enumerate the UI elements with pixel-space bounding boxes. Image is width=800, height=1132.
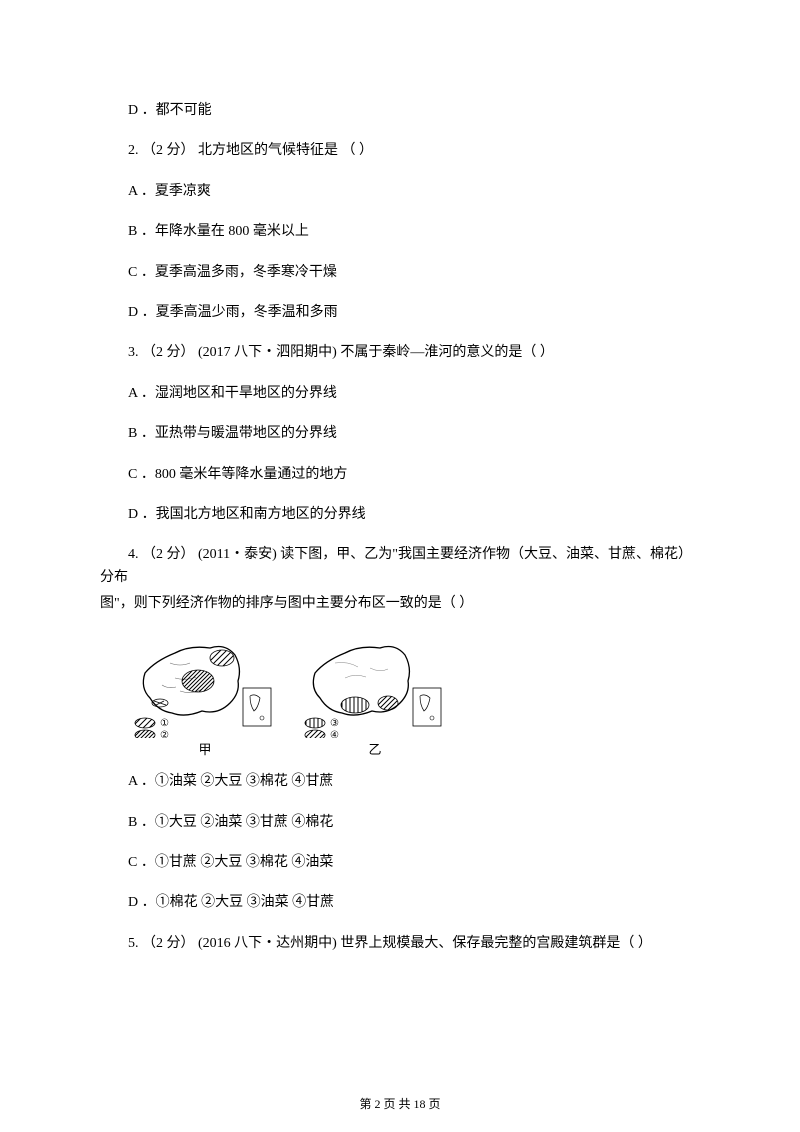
q2-option-a: A ．夏季凉爽 (100, 181, 700, 203)
q4-option-a: A ．①油菜 ②大豆 ③棉花 ④甘蔗 (100, 771, 700, 793)
page-footer: 第 2 页 共 18 页 (0, 1095, 800, 1114)
question-5: 5. （2 分） (2016 八下・达州期中) 世界上规模最大、保存最完整的宫殿… (100, 933, 700, 955)
question-3: 3. （2 分） (2017 八下・泗阳期中) 不属于秦岭—淮河的意义的是（ ） (100, 342, 700, 364)
q3-option-d: D ．我国北方地区和南方地区的分界线 (100, 504, 700, 526)
question-4-part1: 4. （2 分） (2011・泰安) 读下图，甲、乙为"我国主要经济作物（大豆、… (100, 544, 700, 589)
page-content: D ．都不可能 2. （2 分） 北方地区的气候特征是 （ ） A ．夏季凉爽 … (100, 100, 700, 955)
svg-text:③: ③ (330, 718, 339, 729)
q3-option-b: B ．亚热带与暖温带地区的分界线 (100, 423, 700, 445)
map-jia: ① ② 甲 (130, 633, 280, 761)
option-d-prev: D ．都不可能 (100, 100, 700, 122)
map-yi-svg: ③ ④ (300, 633, 450, 738)
q4-option-d: D ．①棉花 ②大豆 ③油菜 ④甘蔗 (100, 892, 700, 914)
q2-option-c: C ．夏季高温多雨，冬季寒冷干燥 (100, 262, 700, 284)
q3-option-c: C ．800 毫米年等降水量通过的地方 (100, 464, 700, 486)
map-yi: ③ ④ 乙 (300, 633, 450, 761)
map-yi-label: 乙 (300, 740, 450, 761)
q2-option-b: B ．年降水量在 800 毫米以上 (100, 221, 700, 243)
svg-text:②: ② (160, 730, 169, 738)
svg-text:④: ④ (330, 730, 339, 738)
map-jia-svg: ① ② (130, 633, 280, 738)
q2-option-d: D ．夏季高温少雨，冬季温和多雨 (100, 302, 700, 324)
q4-option-b: B ．①大豆 ②油菜 ③甘蔗 ④棉花 (100, 812, 700, 834)
q3-option-a: A ．湿润地区和干旱地区的分界线 (100, 383, 700, 405)
map-jia-label: 甲 (130, 740, 280, 761)
question-4-part2: 图"，则下列经济作物的排序与图中主要分布区一致的是（ ） (100, 593, 700, 615)
map-figures: ① ② 甲 (130, 633, 700, 761)
question-2: 2. （2 分） 北方地区的气候特征是 （ ） (100, 140, 700, 162)
q4-option-c: C ．①甘蔗 ②大豆 ③棉花 ④油菜 (100, 852, 700, 874)
svg-text:①: ① (160, 718, 169, 729)
